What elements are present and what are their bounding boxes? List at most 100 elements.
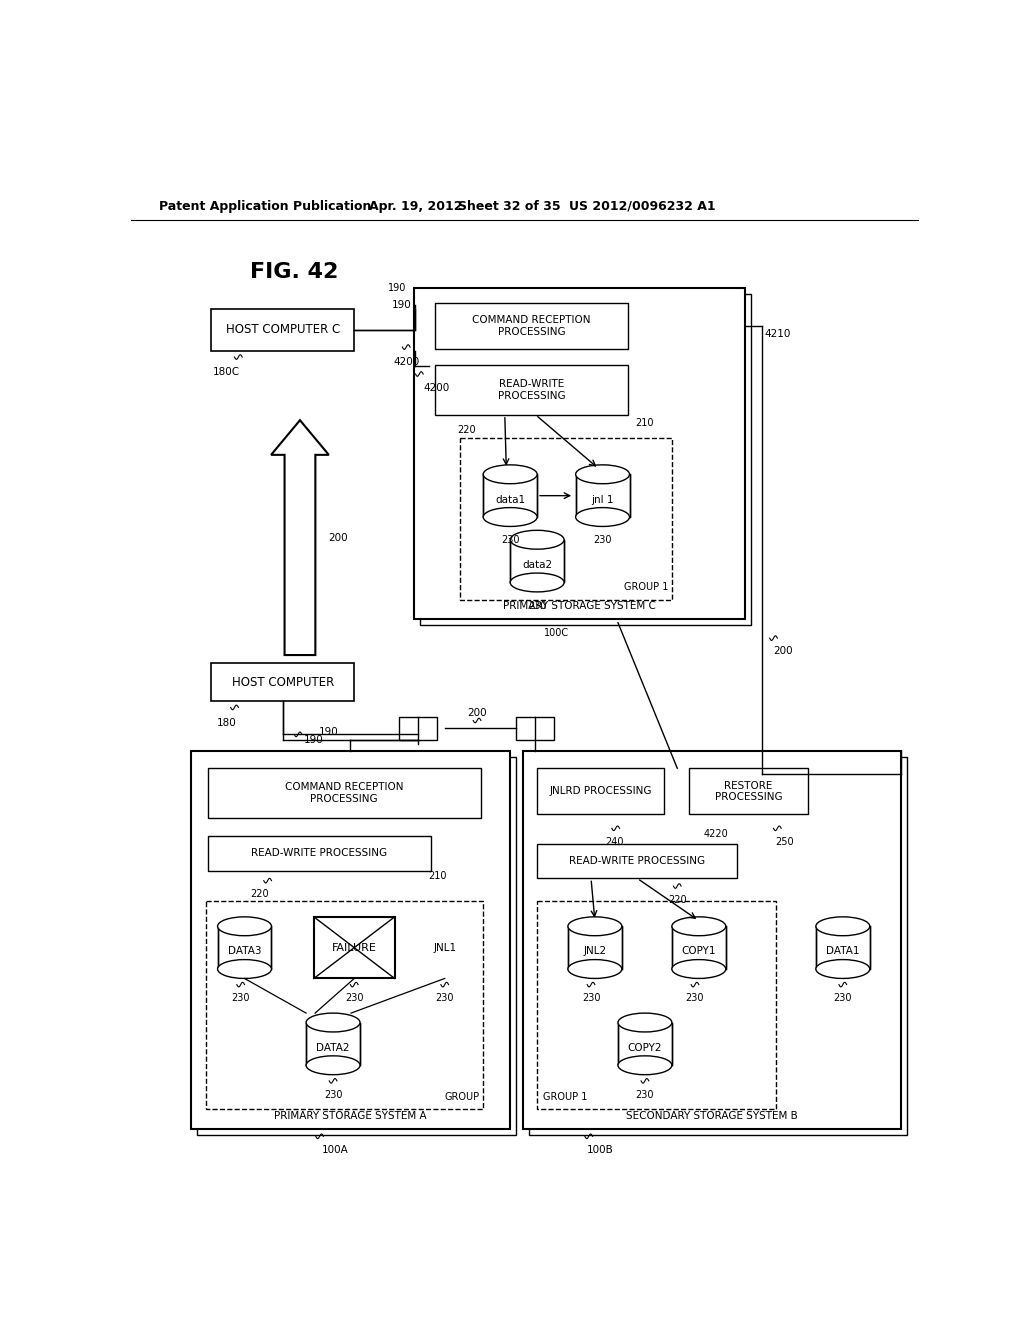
Ellipse shape [568, 917, 622, 936]
Bar [460, 438, 672, 599]
Bar [211, 309, 354, 351]
Text: 230: 230 [593, 536, 611, 545]
Ellipse shape [217, 960, 271, 978]
Text: 200: 200 [467, 708, 486, 718]
Text: 230: 230 [686, 994, 705, 1003]
Bar [483, 474, 538, 517]
Ellipse shape [510, 573, 564, 591]
Ellipse shape [575, 508, 630, 527]
Ellipse shape [617, 1014, 672, 1032]
Bar [538, 843, 737, 878]
Text: PRIMARY STORAGE SYSTEM A: PRIMARY STORAGE SYSTEM A [274, 1111, 427, 1121]
Bar [414, 288, 745, 619]
Text: COPY1: COPY1 [682, 946, 716, 957]
Ellipse shape [816, 960, 869, 978]
Bar [575, 474, 630, 517]
Text: JNL2: JNL2 [584, 946, 606, 957]
Ellipse shape [672, 917, 726, 936]
Bar [208, 768, 481, 818]
Text: data1: data1 [496, 495, 525, 504]
Text: COPY2: COPY2 [628, 1043, 663, 1053]
Text: 230: 230 [324, 1090, 342, 1100]
Ellipse shape [816, 917, 869, 936]
Text: Sheet 32 of 35: Sheet 32 of 35 [458, 199, 561, 213]
Ellipse shape [510, 531, 564, 549]
Ellipse shape [568, 960, 622, 978]
Text: DATA1: DATA1 [826, 946, 859, 957]
Bar [190, 751, 510, 1129]
Bar [515, 717, 554, 739]
Bar [617, 1023, 672, 1065]
Text: 230: 230 [636, 1090, 654, 1100]
Text: 230: 230 [527, 601, 547, 611]
Text: 200: 200 [774, 647, 794, 656]
Text: 220: 220 [251, 888, 269, 899]
Bar [523, 751, 900, 1129]
Ellipse shape [575, 465, 630, 483]
Ellipse shape [617, 1056, 672, 1074]
Bar [197, 758, 516, 1135]
Text: GROUP 1: GROUP 1 [624, 582, 668, 591]
Text: 4200: 4200 [423, 383, 450, 393]
Text: 190: 190 [388, 282, 407, 293]
Bar [206, 902, 483, 1109]
Text: 4210: 4210 [764, 329, 791, 339]
Text: 180: 180 [217, 718, 237, 727]
Text: COMMAND RECEPTION
PROCESSING: COMMAND RECEPTION PROCESSING [285, 783, 403, 804]
Text: READ-WRITE
PROCESSING: READ-WRITE PROCESSING [498, 379, 565, 400]
Text: 230: 230 [834, 994, 852, 1003]
Text: RESTORE
PROCESSING: RESTORE PROCESSING [715, 780, 782, 803]
Bar [217, 927, 271, 969]
Text: 100B: 100B [587, 1146, 613, 1155]
Text: READ-WRITE PROCESSING: READ-WRITE PROCESSING [569, 857, 706, 866]
Text: US 2012/0096232 A1: US 2012/0096232 A1 [569, 199, 716, 213]
Text: 220: 220 [668, 895, 686, 906]
Text: 240: 240 [605, 837, 624, 847]
Text: GROUP 1: GROUP 1 [544, 1092, 588, 1102]
Text: 230: 230 [231, 994, 250, 1003]
Bar [420, 294, 752, 626]
Ellipse shape [483, 465, 538, 483]
Text: 4200: 4200 [393, 358, 420, 367]
Text: DATA2: DATA2 [316, 1043, 350, 1053]
Bar [538, 768, 665, 814]
Text: 230: 230 [345, 994, 364, 1003]
Bar [435, 304, 628, 350]
Text: 210: 210 [636, 417, 654, 428]
Text: SECONDARY STORAGE SYSTEM B: SECONDARY STORAGE SYSTEM B [626, 1111, 798, 1121]
Text: 230: 230 [582, 994, 600, 1003]
Text: 190: 190 [392, 300, 412, 310]
Text: 200: 200 [329, 533, 348, 543]
Text: 190: 190 [318, 727, 339, 737]
Bar [211, 663, 354, 701]
Bar [816, 927, 869, 969]
Text: JNL1: JNL1 [433, 942, 457, 953]
Text: READ-WRITE PROCESSING: READ-WRITE PROCESSING [251, 849, 387, 858]
Ellipse shape [306, 1056, 360, 1074]
Text: HOST COMPUTER: HOST COMPUTER [231, 676, 334, 689]
Text: 100C: 100C [544, 628, 569, 638]
Text: JNLRD PROCESSING: JNLRD PROCESSING [550, 787, 652, 796]
Text: 220: 220 [457, 425, 475, 436]
Bar [689, 768, 808, 814]
Text: 4220: 4220 [703, 829, 728, 840]
Text: 190: 190 [303, 735, 324, 744]
Text: GROUP: GROUP [444, 1092, 479, 1102]
Ellipse shape [672, 960, 726, 978]
Bar [672, 927, 726, 969]
Bar [510, 540, 564, 582]
Text: FIG. 42: FIG. 42 [250, 263, 338, 282]
Bar [313, 917, 394, 978]
Bar [435, 364, 628, 414]
Text: Apr. 19, 2012: Apr. 19, 2012 [369, 199, 462, 213]
Bar [398, 717, 437, 739]
Text: Patent Application Publication: Patent Application Publication [159, 199, 372, 213]
Text: data2: data2 [522, 560, 552, 570]
Bar [306, 1023, 360, 1065]
FancyArrow shape [271, 420, 329, 655]
Ellipse shape [483, 508, 538, 527]
Text: 100A: 100A [322, 1146, 348, 1155]
Text: PRIMARY STORAGE SYSTEM C: PRIMARY STORAGE SYSTEM C [503, 601, 656, 611]
Bar [568, 927, 622, 969]
Text: DATA3: DATA3 [227, 946, 261, 957]
